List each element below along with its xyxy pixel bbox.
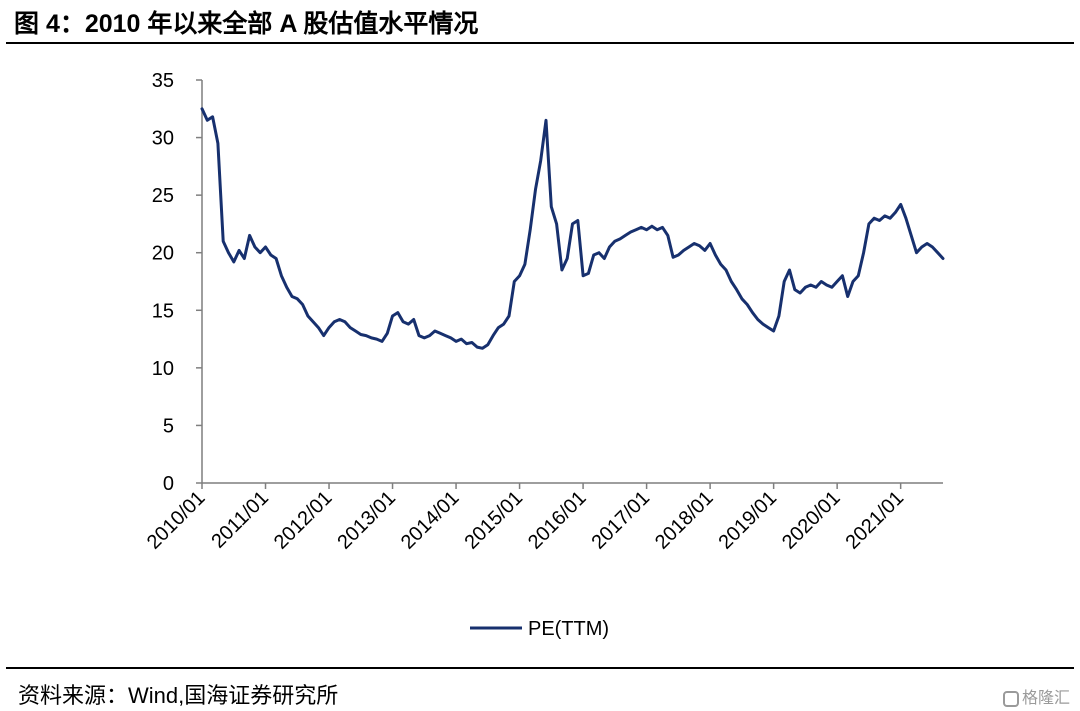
x-tick-label: 2010/01: [143, 487, 210, 554]
x-tick-label: 2021/01: [842, 487, 909, 554]
y-tick-label: 5: [163, 415, 174, 437]
chart-axes: [196, 79, 943, 489]
page-title: 图 4：2010 年以来全部 A 股估值水平情况: [14, 10, 479, 38]
x-tick-label: 2017/01: [587, 487, 654, 554]
top-divider: [6, 42, 1074, 44]
x-tick-label: 2013/01: [333, 487, 400, 554]
watermark: 格隆汇: [1002, 684, 1070, 708]
legend-label: PE(TTM): [528, 618, 609, 640]
y-tick-label: 10: [152, 358, 174, 380]
y-tick-label: 15: [152, 300, 174, 322]
x-tick-label: 2014/01: [397, 487, 464, 554]
x-tick-label: 2012/01: [270, 487, 337, 554]
y-tick-label: 0: [163, 473, 174, 495]
y-tick-label: 20: [152, 243, 174, 265]
chart-series: [200, 107, 945, 350]
y-tick-label: 30: [152, 128, 174, 150]
x-tick-label: 2020/01: [778, 487, 845, 554]
watermark-text: 格隆汇: [1021, 690, 1070, 707]
x-tick-labels: 2010/012011/012012/012013/012014/012015/…: [143, 487, 908, 554]
y-tick-label: 35: [152, 70, 174, 92]
x-tick-label: 2015/01: [460, 487, 527, 554]
x-tick-label: 2019/01: [714, 487, 781, 554]
watermark-logo-icon: [1002, 691, 1019, 707]
bottom-divider: [6, 667, 1074, 669]
x-tick-label: 2011/01: [207, 487, 273, 553]
source-note: 资料来源：Wind,国海证券研究所: [18, 683, 339, 708]
x-tick-label: 2016/01: [524, 487, 591, 554]
y-tick-labels: 0 5 10 15 20 25 30 35: [152, 70, 174, 495]
chart-legend: PE(TTM): [470, 618, 609, 640]
x-tick-label: 2018/01: [651, 487, 718, 554]
y-tick-label: 25: [152, 185, 174, 207]
series-line-pe-ttm: [200, 107, 945, 350]
